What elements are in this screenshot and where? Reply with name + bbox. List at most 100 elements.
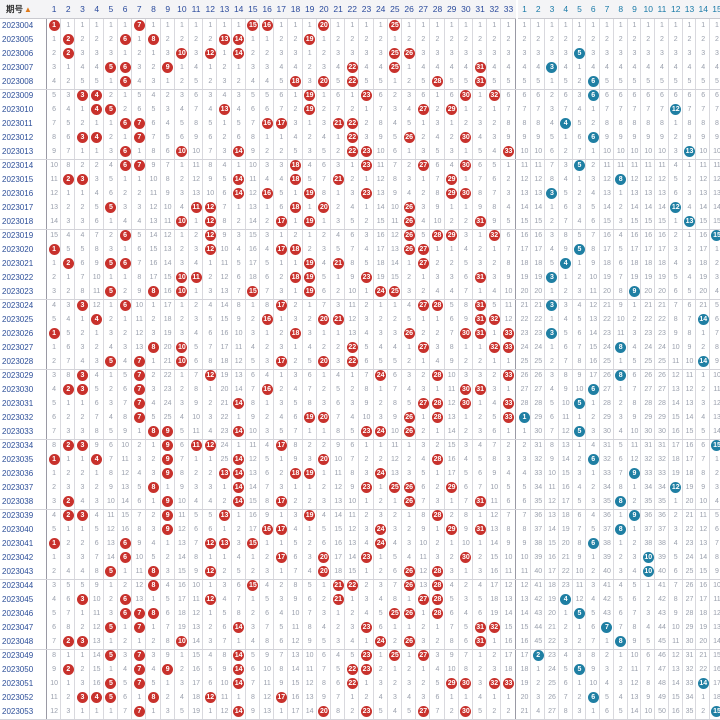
draw-row[interactable]: 2023006 2 2 3 3 3 1 2 1 3 10 3 12 1 14 2 2 3 3 1 2 3 3 3 3 25 26 3 3… <box>0 48 720 59</box>
red-miss-count: 1 <box>293 344 298 351</box>
period-number: 2023016 <box>2 189 34 198</box>
draw-row[interactable]: 2023025 5 4 1 4 2 1 11 2 18 2 3 5 15 9 2 16 1 3 2 20 21 12 3 2 2 5… <box>0 314 720 325</box>
red-miss-count: 1 <box>108 302 113 309</box>
red-miss-count: 2 <box>364 512 369 519</box>
red-miss-count: 5 <box>265 260 270 267</box>
draw-row[interactable]: 2023045 4 6 3 10 2 6 13 1 5 17 11 12 4 7 1 5 3 9 6 2 21 1 3 4 8 1 2… <box>0 594 720 605</box>
red-miss-count: 4 <box>265 246 270 253</box>
draw-row[interactable]: 2023010 6 4 1 4 5 2 6 5 3 4 7 4 13 4 6 6 7 2 19 2 7 2 1 7 3 4 27 2 29… <box>0 104 720 115</box>
red-ball: 17 <box>275 244 287 255</box>
red-miss-count: 2 <box>506 176 511 183</box>
draw-row[interactable]: 2023053 12 3 1 1 1 7 7 1 3 5 19 1 12 14 9 13 1 17 14 20 8 2 23 5… <box>0 706 720 717</box>
red-miss-count: 1 <box>321 582 326 589</box>
red-miss-count: 11 <box>391 442 399 449</box>
draw-row[interactable]: 2023046 5 7 1 11 3 6 7 8 6 18 12 1 5 8 2 6 4 10 7 3 1 2 4 5 25 26 1… <box>0 608 720 619</box>
draw-row[interactable]: 2023022 2 1 7 10 1 1 8 17 15 10 11 2 12 6 18 6 2 18 19 5 1 9 23… <box>0 272 720 283</box>
red-miss-count: 2 <box>236 218 241 225</box>
blue-miss-count: 9 <box>715 134 719 141</box>
draw-row[interactable]: 2023013 9 7 1 1 3 6 1 8 6 10 10 7 3 14 9 2 2 5 3 5 2 22 23 10 6 1 3… <box>0 146 720 157</box>
draw-row[interactable]: 2023027 1 6 3 2 4 3 13 8 20 10 5 7 17 11 4 2 3 1 4 2 2 22 5 4 4 1 2… <box>0 342 720 353</box>
draw-row[interactable]: 2023047 6 8 2 12 5 1 7 1 7 19 13 2 6 14 3 7 5 11 8 4 2 3 23 6 1 1 2… <box>0 622 720 633</box>
draw-row[interactable]: 2023037 2 3 3 2 9 13 5 8 1 9 3 3 1 14 14 7 3 1 1 2 12 9 23 1 25 26… <box>0 482 720 493</box>
draw-row[interactable]: 2023034 8 2 3 9 6 10 2 1 9 6 11 12 24 1 11 4 17 8 2 2 9 6 1 1 11 1… <box>0 440 720 451</box>
red-miss-count: 9 <box>137 540 142 547</box>
draw-row[interactable]: 2023051 10 1 3 16 5 5 7 5 1 3 17 6 10 14 7 11 9 15 12 8 6 22 1 3… <box>0 678 720 689</box>
draw-row[interactable]: 2023011 7 5 2 1 1 6 7 6 4 5 8 5 1 5 7 16 17 3 1 3 21 22 2 8 4 5 1 3 1… <box>0 118 720 129</box>
draw-row[interactable]: 2023020 1 5 5 8 3 1 6 15 13 2 3 12 10 4 16 4 17 18 2 3 5 7 4 17 1… <box>0 244 720 255</box>
period-number: 2023033 <box>2 427 34 436</box>
draw-row[interactable]: 2023026 1 5 2 1 3 2 12 3 19 3 4 6 16 10 3 1 2 18 3 1 1 13 4 3 3 26… <box>0 328 720 339</box>
draw-row[interactable]: 2023052 11 2 3 4 5 6 1 8 2 4 18 12 11 1 8 12 17 16 13 9 7 1 2 4 3… <box>0 692 720 703</box>
draw-row[interactable]: 2023004 1 1 1 1 1 1 7 1 1 1 1 1 1 1 15 16 1 1 1 20 1 1 1 1 25 1 1 1 1… <box>0 20 720 31</box>
draw-row[interactable]: 2023050 9 2 2 15 1 4 7 4 9 2 16 5 9 14 6 10 8 14 11 7 5 22 23 2 1… <box>0 664 720 675</box>
red-miss-count: 5 <box>265 456 270 463</box>
draw-row[interactable]: 2023030 4 2 3 5 2 6 7 3 23 2 8 1 20 14 7 16 2 4 7 2 5 2 8 1 7 4 3 1 1… <box>0 384 720 395</box>
red-miss-count: 8 <box>52 134 57 141</box>
blue-miss-count: 10 <box>630 148 639 155</box>
red-miss-count: 5 <box>108 428 113 435</box>
draw-row[interactable]: 2023049 8 1 1 14 5 3 7 3 9 1 15 4 8 14 5 9 7 13 10 6 4 5 23 1 25 1… <box>0 650 720 661</box>
draw-row[interactable]: 2023015 11 2 3 3 5 1 1 10 8 2 12 9 5 14 11 4 4 18 5 7 21 2 1 12 8… <box>0 174 720 185</box>
red-miss-count: 13 <box>348 540 357 547</box>
draw-row[interactable]: 2023048 7 2 3 13 1 2 1 2 8 10 14 3 7 1 4 8 6 12 9 5 3 4 1 24 2 26 3… <box>0 636 720 647</box>
draw-row[interactable]: 2023036 1 2 2 1 8 12 4 3 9 8 2 2 13 14 13 6 2 18 19 1 11 8 3 24 1… <box>0 468 720 479</box>
draw-row[interactable]: 2023012 8 6 3 4 2 1 7 7 5 6 9 6 2 6 8 1 1 4 2 4 1 22 3 9 5 26 2 4 2 30… <box>0 132 720 143</box>
red-miss-count: 3 <box>307 456 312 463</box>
red-miss-count: 6 <box>435 694 440 701</box>
red-ball: 6 <box>119 76 131 87</box>
draw-row[interactable]: 2023031 5 1 1 6 3 7 7 4 24 3 9 2 21 14 8 1 3 5 8 3 6 3 9 2 8 5 27 28… <box>0 398 720 409</box>
red-miss-count: 6 <box>378 624 383 631</box>
blue-ball: 7 <box>601 622 613 633</box>
draw-row[interactable]: 2023035 1 1 1 4 7 11 3 2 9 7 1 1 25 14 12 5 1 9 3 20 10 7 2 2 12 2… <box>0 454 720 465</box>
blue-miss-count: 15 <box>699 218 708 225</box>
draw-row[interactable]: 2023017 13 2 2 5 5 3 3 12 10 4 11 12 7 1 13 1 6 18 1 20 2 4 1 14… <box>0 202 720 213</box>
red-ball: 25 <box>389 482 401 493</box>
red-miss-count: 13 <box>348 330 357 337</box>
draw-row[interactable]: 2023042 1 3 3 7 14 6 10 5 2 14 8 1 1 4 1 2 17 6 3 20 17 14 23 1 5… <box>0 552 720 563</box>
period-number: 2023036 <box>2 469 34 478</box>
red-miss-count: 2 <box>364 218 369 225</box>
period-column-header[interactable]: 期号▲ <box>0 0 47 19</box>
draw-row[interactable]: 2023041 1 2 2 6 13 6 9 4 1 13 7 12 13 3 15 1 1 5 2 6 16 13 4 24 4… <box>0 538 720 549</box>
blue-miss-count: 14 <box>671 400 680 407</box>
draw-row[interactable]: 2023024 4 3 3 12 1 6 10 1 17 1 2 4 14 8 1 8 17 2 1 7 3 11 2 1 1 4 2… <box>0 300 720 311</box>
sort-arrow-icon[interactable]: ▲ <box>24 5 32 14</box>
draw-row[interactable]: 2023023 3 2 8 11 5 2 9 8 16 10 1 3 13 7 15 7 3 1 19 6 2 10 1 24 2… <box>0 286 720 297</box>
red-miss-count: 2 <box>435 330 440 337</box>
draw-row[interactable]: 2023021 1 2 6 9 5 6 7 16 14 3 4 1 11 5 17 5 1 1 19 4 21 8 5 18 14… <box>0 258 720 269</box>
blue-miss-count: 2 <box>605 36 609 43</box>
draw-row[interactable]: 2023044 3 5 5 9 1 2 12 8 4 16 10 1 3 6 15 4 2 8 5 1 21 22 2 3 7 26… <box>0 580 720 591</box>
draw-row[interactable]: 2023008 4 2 5 5 1 6 4 3 1 2 5 2 3 2 4 4 5 18 3 20 5 22 5 5 1 2 5 28 5… <box>0 76 720 87</box>
blue-miss-count: 11 <box>713 162 720 169</box>
red-miss-count: 4 <box>336 64 341 71</box>
draw-row[interactable]: 2023032 6 2 2 7 4 8 7 5 25 4 10 3 22 1 9 2 4 6 19 20 7 4 10 3 9 26… <box>0 412 720 423</box>
blue-miss-count: 6 <box>673 568 678 575</box>
draw-row[interactable]: 2023038 3 2 4 3 10 14 6 1 9 10 4 4 2 14 15 8 17 2 2 3 13 10 1 2 1… <box>0 496 720 507</box>
blue-miss-count: 47 <box>658 666 666 673</box>
draw-row[interactable]: 2023039 4 2 3 4 11 15 7 2 9 11 5 5 13 1 16 9 1 3 19 4 14 11 2 3 2… <box>0 510 720 521</box>
red-miss-count: 4 <box>478 442 483 449</box>
red-miss-count: 6 <box>506 92 511 99</box>
draw-row[interactable]: 2023029 3 8 3 4 1 5 7 2 22 1 7 12 19 13 6 4 1 3 6 1 4 1 7 24 6 3 2 2… <box>0 370 720 381</box>
draw-row[interactable]: 2023009 5 3 3 4 2 1 5 4 2 3 6 3 4 3 5 5 6 1 19 1 6 1 23 6 2 3 6 1 6 30… <box>0 90 720 101</box>
red-miss-count: 4 <box>336 652 341 659</box>
draw-row[interactable]: 2023043 2 4 4 8 5 1 11 8 3 15 9 12 2 5 2 3 1 7 4 20 18 15 1 2 6 26… <box>0 566 720 577</box>
red-ball: 14 <box>233 482 245 493</box>
draw-row[interactable]: 2023028 2 7 4 3 5 4 7 1 21 10 6 8 18 12 5 3 17 2 5 20 3 22 6 5 5 2… <box>0 356 720 367</box>
draw-row[interactable]: 2023033 7 3 3 8 5 9 1 8 9 5 11 4 23 14 10 3 5 7 1 1 8 5 23 24 10 2… <box>0 426 720 437</box>
draw-row[interactable]: 2023007 3 1 4 4 5 6 3 2 9 1 4 1 2 1 3 3 4 4 2 3 4 22 4 4 25 1 4 4 4 4 3… <box>0 62 720 73</box>
draw-row[interactable]: 2023040 5 1 1 5 12 16 8 3 9 12 6 6 1 2 17 16 17 4 1 5 15 12 3 24… <box>0 524 720 535</box>
blue-miss-count: 1 <box>701 372 706 379</box>
group-divider <box>0 229 720 230</box>
red-ball: 26 <box>403 48 415 59</box>
blue-miss-count: 3 <box>632 330 637 337</box>
draw-row[interactable]: 2023019 15 4 4 7 2 6 5 14 12 1 2 12 9 3 15 3 1 2 1 2 4 6 3 16 12 2… <box>0 230 720 241</box>
draw-row[interactable]: 2023005 1 2 2 2 2 6 1 8 2 2 2 2 13 14 1 1 2 2 19 1 2 2 2 2 1 2 2 2 2 2… <box>0 34 720 45</box>
red-miss-count: 1 <box>108 218 113 225</box>
draw-row[interactable]: 2023018 14 3 3 6 1 4 4 13 11 10 1 12 8 2 14 2 17 1 19 1 3 5 2 15… <box>0 216 720 227</box>
red-ball: 28 <box>432 230 443 241</box>
draw-row[interactable]: 2023016 12 1 1 4 6 2 2 11 9 3 13 10 6 14 12 16 5 1 19 8 1 3 23 1… <box>0 188 720 199</box>
blue-miss-count: 12 <box>630 680 639 687</box>
red-miss-count: 3 <box>407 92 412 99</box>
draw-row[interactable]: 2023014 10 8 2 2 4 6 7 9 7 1 11 8 4 1 10 3 3 18 4 6 3 1 23 11 7 2 2… <box>0 160 720 171</box>
